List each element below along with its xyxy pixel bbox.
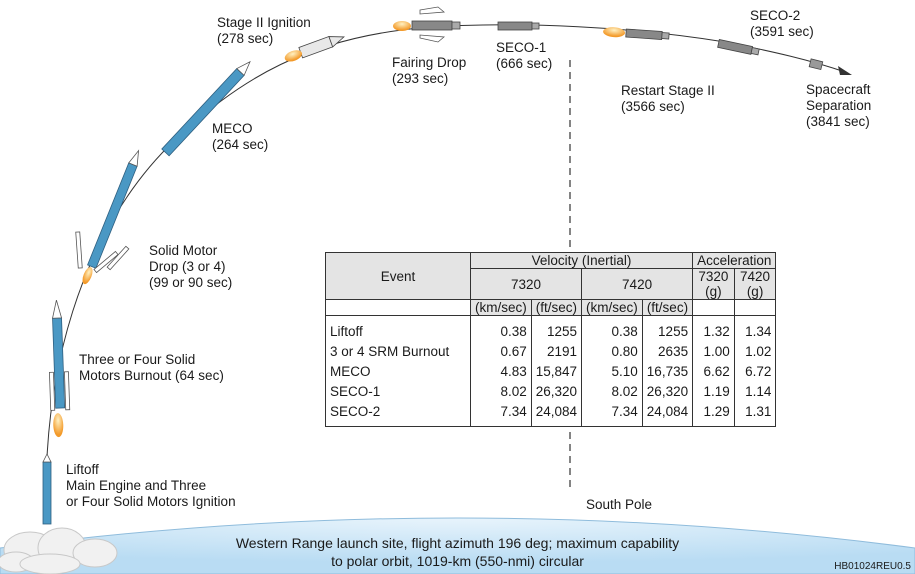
header-event: Event <box>325 252 471 300</box>
south-pole-label: South Pole <box>586 497 653 512</box>
header-velocity-7420: 7420 <box>581 268 694 300</box>
dropped-solid-motors <box>75 231 130 274</box>
cell-v7320-kms: 0.38 <box>470 315 532 342</box>
label-seco1: SECO-1 (666 sec) <box>496 40 553 71</box>
liftoff-rocket <box>42 453 52 525</box>
cell-v7320-fts: 26,320 <box>530 382 583 402</box>
burnout-rocket <box>49 299 71 438</box>
cell-v7420-fts: 16,735 <box>641 362 694 382</box>
label-meco: MECO (264 sec) <box>212 121 269 152</box>
header-velocity-7320: 7320 <box>469 268 583 300</box>
cell-a7420: 1.31 <box>733 402 777 427</box>
unit-spacer-b <box>733 299 777 316</box>
table-row: Liftoff 0.38 1255 0.38 1255 1.32 1.34 <box>325 315 777 342</box>
restart-vehicle <box>603 27 670 40</box>
cell-v7320-kms: 0.67 <box>470 342 532 362</box>
row-event: MECO <box>325 362 471 382</box>
cell-a7320: 1.00 <box>692 342 735 362</box>
header-spacer <box>325 299 471 316</box>
row-event: SECO-1 <box>325 382 471 402</box>
cell-v7320-fts: 24,084 <box>530 402 583 427</box>
earth-surface <box>0 517 915 574</box>
cell-v7320-fts: 1255 <box>530 315 583 342</box>
launch-cloud <box>0 527 118 574</box>
header-velocity: Velocity (Inertial) <box>469 252 694 269</box>
cell-v7320-kms: 7.34 <box>470 402 532 427</box>
row-event: Liftoff <box>325 315 471 342</box>
label-liftoff: Liftoff Main Engine and Three or Four So… <box>66 462 236 509</box>
seco1-vehicle <box>497 21 540 31</box>
cell-a7320: 1.32 <box>692 315 735 342</box>
label-separation: Spacecraft Separation (3841 sec) <box>806 82 872 129</box>
table-row: 3 or 4 SRM Burnout 0.67 2191 0.80 2635 1.00 1.… <box>325 342 777 362</box>
seco2-vehicle <box>717 39 760 56</box>
header-accel-7320: 7320 (g) <box>692 268 735 300</box>
unit-fts-7320: (ft/sec) <box>530 299 583 316</box>
spacecraft <box>808 58 824 71</box>
cell-v7320-fts: 2191 <box>530 342 583 362</box>
cell-v7320-fts: 15,847 <box>530 362 583 382</box>
unit-kms-7320: (km/sec) <box>470 299 532 316</box>
cell-a7420: 1.02 <box>733 342 777 362</box>
table-row: SECO-2 7.34 24,084 7.34 24,084 1.29 1.31 <box>325 402 777 427</box>
cell-a7420: 1.34 <box>733 315 777 342</box>
label-solid-drop: Solid Motor Drop (3 or 4) (99 or 90 sec) <box>149 243 233 290</box>
row-event: SECO-2 <box>325 402 471 427</box>
meco-rocket <box>161 60 251 157</box>
cell-v7420-fts: 1255 <box>641 315 694 342</box>
figure-id: HB01024REU0.5 <box>834 561 911 572</box>
label-stage2: Stage II Ignition (278 sec) <box>217 15 311 46</box>
cell-v7320-kms: 8.02 <box>470 382 532 402</box>
header-accel-7420: 7420 (g) <box>733 268 777 300</box>
header-acceleration: Acceleration <box>692 252 777 269</box>
cell-a7420: 6.72 <box>733 362 777 382</box>
table-row: MECO 4.83 15,847 5.10 16,735 6.62 6.72 <box>325 362 777 382</box>
cell-v7420-fts: 24,084 <box>641 402 694 427</box>
label-fairing: Fairing Drop (293 sec) <box>392 55 467 86</box>
trajectory-arrowhead <box>838 66 852 75</box>
cell-a7420: 1.14 <box>733 382 777 402</box>
unit-spacer-a <box>692 299 735 316</box>
cell-v7420-kms: 5.10 <box>581 362 643 382</box>
cell-v7420-kms: 0.80 <box>581 342 643 362</box>
cell-v7320-kms: 4.83 <box>470 362 532 382</box>
cell-v7420-kms: 8.02 <box>581 382 643 402</box>
launch-site-caption: Western Range launch site, flight azimut… <box>235 535 680 569</box>
performance-table: Event Velocity (Inertial) Acceleration 7… <box>325 252 777 427</box>
label-burnout: Three or Four Solid Motors Burnout (64 s… <box>79 352 224 383</box>
cell-v7420-fts: 2635 <box>641 342 694 362</box>
fairing-drop-vehicle <box>393 6 461 43</box>
unit-fts-7420: (ft/sec) <box>641 299 694 316</box>
label-restart: Restart Stage II (3566 sec) <box>621 83 715 114</box>
cell-v7420-kms: 0.38 <box>581 315 643 342</box>
cell-v7420-kms: 7.34 <box>581 402 643 427</box>
solid-drop-rocket <box>82 149 140 285</box>
cell-a7320: 6.62 <box>692 362 735 382</box>
cell-v7420-fts: 26,320 <box>641 382 694 402</box>
unit-kms-7420: (km/sec) <box>581 299 643 316</box>
cell-a7320: 1.29 <box>692 402 735 427</box>
row-event: 3 or 4 SRM Burnout <box>325 342 471 362</box>
label-seco2: SECO-2 (3591 sec) <box>750 8 814 39</box>
cell-a7320: 1.19 <box>692 382 735 402</box>
table-row: SECO-1 8.02 26,320 8.02 26,320 1.19 1.14 <box>325 382 777 402</box>
stage2-vehicle <box>284 36 345 62</box>
